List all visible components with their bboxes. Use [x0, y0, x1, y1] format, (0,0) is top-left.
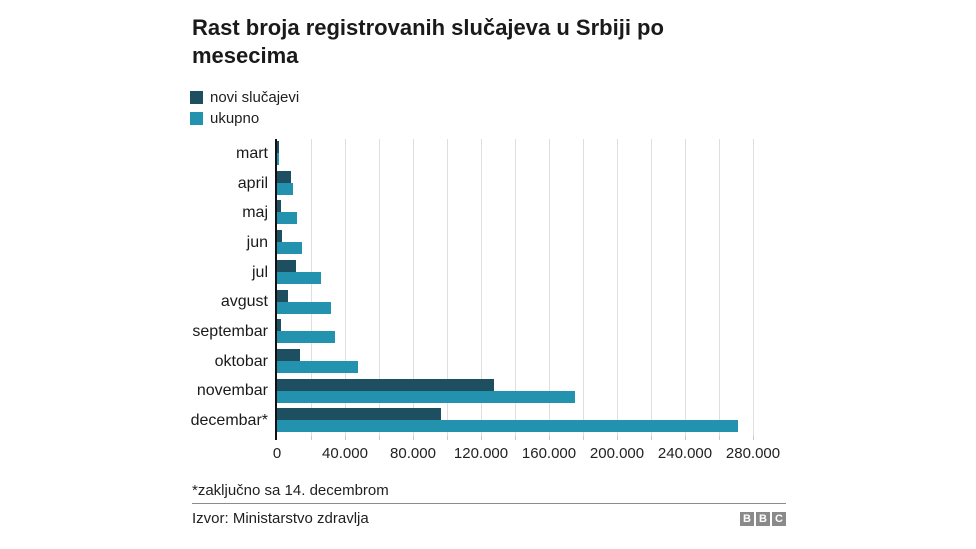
y-axis-label: mart — [236, 144, 268, 162]
legend-item-ukupno: ukupno — [190, 108, 299, 129]
bar-novi — [277, 289, 288, 302]
bar-row-jul: jul — [252, 258, 755, 288]
gridline — [719, 139, 720, 436]
x-axis-label: 80.000 — [390, 445, 436, 462]
gridline — [617, 139, 618, 436]
y-axis-label: avgust — [220, 293, 268, 311]
x-axis-label: 200.000 — [589, 445, 645, 462]
bar-novi — [277, 378, 494, 391]
chart-title: Rast broja registrovanih slučajeva u Srb… — [192, 15, 664, 68]
bar-row-maj: maj — [242, 198, 755, 228]
bar-novi — [277, 348, 300, 361]
bar-row-decembar: decembar* — [191, 406, 755, 436]
x-axis-tick — [379, 436, 380, 440]
y-axis-label: novembar — [196, 382, 268, 400]
x-axis-tick — [413, 436, 414, 440]
bar-novi — [277, 170, 292, 183]
bar-row-oktobar: oktobar — [215, 347, 755, 377]
y-axis-label: april — [237, 174, 268, 192]
x-axis-label: 240.000 — [657, 445, 713, 462]
bar-row-april: april — [238, 169, 755, 199]
bar-novi — [277, 141, 279, 153]
y-axis-label: oktobar — [214, 352, 268, 370]
bar-row-mart: mart — [236, 139, 755, 169]
bar-ukupno — [277, 212, 297, 225]
x-axis-label: 40.000 — [322, 445, 368, 462]
x-axis-label: 0 — [272, 445, 282, 462]
gridline — [345, 139, 346, 436]
x-axis-tick — [719, 436, 720, 440]
x-axis-tick — [685, 436, 686, 440]
x-axis-label: 160.000 — [521, 445, 577, 462]
bbc-logo-icon: B B C — [740, 511, 786, 526]
gridline — [583, 139, 584, 436]
x-axis-tick — [311, 436, 312, 440]
x-axis-tick — [753, 436, 754, 440]
gridline — [413, 139, 414, 436]
x-axis-tick — [447, 436, 448, 440]
y-axis-label: jul — [251, 263, 268, 281]
bar-ukupno — [277, 182, 293, 195]
bar-novi — [277, 319, 281, 332]
gridline — [311, 139, 312, 436]
bar-row-avgust: avgust — [221, 288, 755, 318]
bar-ukupno — [277, 242, 302, 255]
x-axis-label: 280.000 — [725, 445, 781, 462]
x-axis-tick — [549, 436, 550, 440]
bar-row-jun: jun — [247, 228, 755, 258]
chart-footnote: *zaključno sa 14. decembrom — [192, 482, 389, 499]
y-axis-label: decembar* — [190, 412, 268, 430]
y-axis-label: septembar — [192, 323, 268, 341]
legend-item-novi: novi slučajevi — [190, 87, 299, 108]
bbc-logo-letter: B — [740, 511, 754, 526]
bar-ukupno — [277, 153, 279, 165]
gridline — [651, 139, 652, 436]
bar-novi — [277, 408, 441, 421]
source-text: Izvor: Ministarstvo zdravlja — [192, 510, 369, 527]
legend-swatch-novi-icon — [190, 91, 203, 104]
gridline — [685, 139, 686, 436]
x-axis-tick — [651, 436, 652, 440]
bar-novi — [277, 230, 283, 243]
x-axis-tick — [617, 436, 618, 440]
gridline — [549, 139, 550, 436]
bar-row-septembar: septembar — [192, 317, 755, 347]
x-axis-tick — [481, 436, 482, 440]
legend-label-ukupno: ukupno — [210, 110, 260, 127]
x-axis-label: 120.000 — [453, 445, 509, 462]
gridline — [447, 139, 448, 436]
bar-novi — [277, 200, 281, 213]
gridline — [515, 139, 516, 436]
bar-ukupno — [277, 271, 321, 284]
plot-area: mart april maj jun jul avgust septembar oktobar… — [191, 139, 780, 462]
y-axis-line — [275, 139, 277, 440]
legend-swatch-ukupno-icon — [190, 112, 203, 125]
gridline — [481, 139, 482, 436]
legend: novi slučajevi ukupno — [190, 87, 299, 129]
bar-row-novembar: novembar — [197, 377, 755, 407]
bar-ukupno — [277, 360, 358, 373]
x-axis-tick — [515, 436, 516, 440]
legend-label-novi: novi slučajevi — [210, 89, 300, 106]
bbc-logo-letter: C — [772, 511, 786, 526]
bar-ukupno — [277, 301, 332, 314]
gridline — [753, 139, 754, 436]
bar-ukupno — [277, 420, 739, 433]
bar-novi — [277, 259, 296, 272]
x-axis-tick — [345, 436, 346, 440]
bar-ukupno — [277, 390, 575, 403]
separator-line — [192, 503, 786, 504]
bar-ukupno — [277, 331, 335, 344]
source-row: Izvor: Ministarstvo zdravlja B B C — [192, 510, 786, 527]
bbc-logo-letter: B — [756, 511, 770, 526]
gridline — [379, 139, 380, 436]
y-axis-label: maj — [242, 204, 268, 222]
y-axis-label: jun — [246, 233, 268, 251]
x-axis-tick — [583, 436, 584, 440]
